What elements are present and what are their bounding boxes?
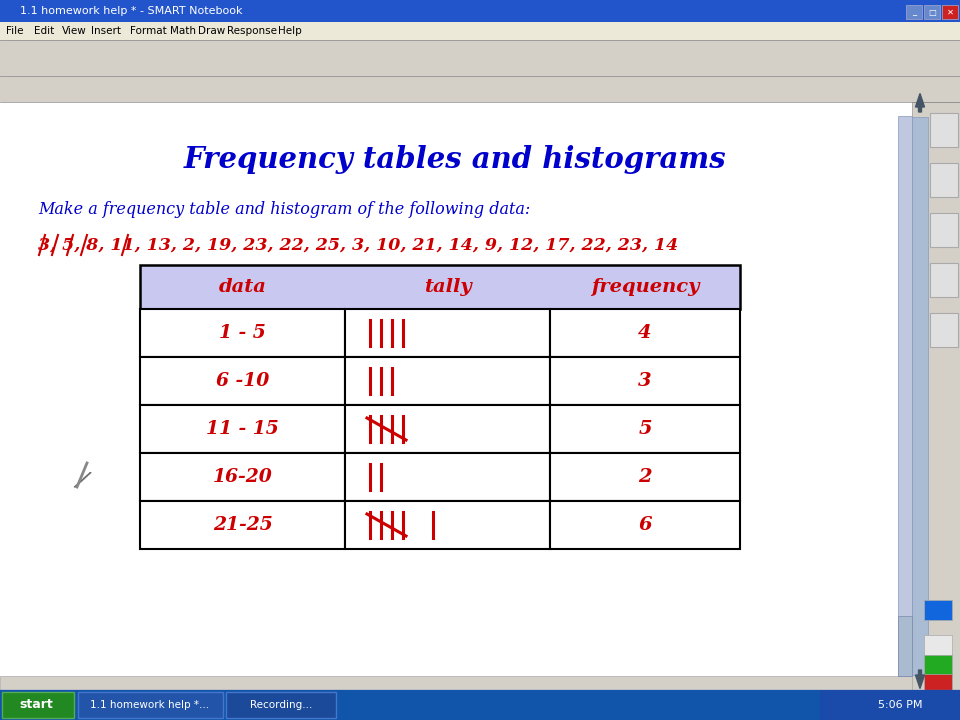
Text: data: data <box>219 278 267 296</box>
Text: Make a frequency table and histogram of the following data:: Make a frequency table and histogram of … <box>38 202 530 218</box>
Bar <box>820 690 960 720</box>
Bar <box>550 501 740 549</box>
Text: 21-25: 21-25 <box>212 516 273 534</box>
Text: 1 - 5: 1 - 5 <box>219 324 266 342</box>
Bar <box>140 501 345 549</box>
Bar <box>924 674 952 690</box>
Bar <box>550 453 740 501</box>
Bar <box>0 22 960 40</box>
Bar <box>345 405 550 453</box>
Text: Recording...: Recording... <box>250 700 312 710</box>
Bar <box>345 357 550 405</box>
Bar <box>550 405 740 453</box>
FancyArrow shape <box>916 670 924 688</box>
Bar <box>345 501 550 549</box>
Bar <box>550 357 740 405</box>
Text: Draw: Draw <box>199 26 226 36</box>
Text: Response: Response <box>227 26 276 36</box>
Text: 3: 3 <box>638 372 652 390</box>
Bar <box>345 309 550 357</box>
Text: start: start <box>19 698 53 711</box>
Bar <box>924 655 952 675</box>
Text: View: View <box>62 26 87 36</box>
Bar <box>930 163 958 197</box>
Bar <box>140 405 345 453</box>
Bar <box>898 116 912 676</box>
Text: 1.1 homework help * - SMART Notebook: 1.1 homework help * - SMART Notebook <box>20 6 243 16</box>
Bar <box>0 0 960 22</box>
Bar <box>912 102 960 690</box>
Text: frequency: frequency <box>590 278 699 296</box>
Bar <box>140 453 345 501</box>
FancyArrow shape <box>916 94 924 112</box>
Text: 2: 2 <box>638 468 652 486</box>
Bar <box>140 265 740 309</box>
Text: Edit: Edit <box>35 26 55 36</box>
Text: Math: Math <box>170 26 196 36</box>
Bar <box>226 692 336 718</box>
Bar <box>930 313 958 347</box>
Bar <box>906 5 922 19</box>
Text: 6: 6 <box>638 516 652 534</box>
Bar <box>930 213 958 247</box>
Text: _: _ <box>912 7 916 17</box>
Text: 1.1 homework help *...: 1.1 homework help *... <box>90 700 209 710</box>
Text: 6 -10: 6 -10 <box>216 372 269 390</box>
Bar <box>0 676 912 690</box>
Bar <box>912 117 928 675</box>
Bar <box>924 600 952 620</box>
Bar <box>0 76 960 102</box>
Text: Frequency tables and histograms: Frequency tables and histograms <box>183 145 727 174</box>
Bar <box>942 5 958 19</box>
Bar <box>140 309 345 357</box>
Text: 11 - 15: 11 - 15 <box>206 420 278 438</box>
Bar <box>2 692 74 718</box>
Text: Format: Format <box>131 26 167 36</box>
Text: 5:06 PM: 5:06 PM <box>877 700 923 710</box>
Text: /: / <box>74 468 90 492</box>
Text: 3, 5, 8, 11, 13, 2, 19, 23, 22, 25, 3, 10, 21, 14, 9, 12, 17, 22, 23, 14: 3, 5, 8, 11, 13, 2, 19, 23, 22, 25, 3, 1… <box>38 236 679 253</box>
Bar <box>345 453 550 501</box>
Bar <box>930 263 958 297</box>
Bar <box>0 40 960 76</box>
Text: tally: tally <box>423 278 471 296</box>
Bar <box>78 692 223 718</box>
Bar <box>930 113 958 147</box>
Text: □: □ <box>928 7 936 17</box>
Bar <box>0 102 912 690</box>
Text: 4: 4 <box>638 324 652 342</box>
Text: Insert: Insert <box>90 26 121 36</box>
Text: 16-20: 16-20 <box>212 468 273 486</box>
Bar <box>924 635 952 655</box>
Bar <box>550 309 740 357</box>
Text: 5: 5 <box>638 420 652 438</box>
Text: ✕: ✕ <box>947 7 953 17</box>
Text: File: File <box>6 26 23 36</box>
Text: Help: Help <box>278 26 301 36</box>
Bar <box>898 616 912 676</box>
Bar <box>0 690 960 720</box>
Bar <box>924 5 940 19</box>
Bar <box>140 357 345 405</box>
